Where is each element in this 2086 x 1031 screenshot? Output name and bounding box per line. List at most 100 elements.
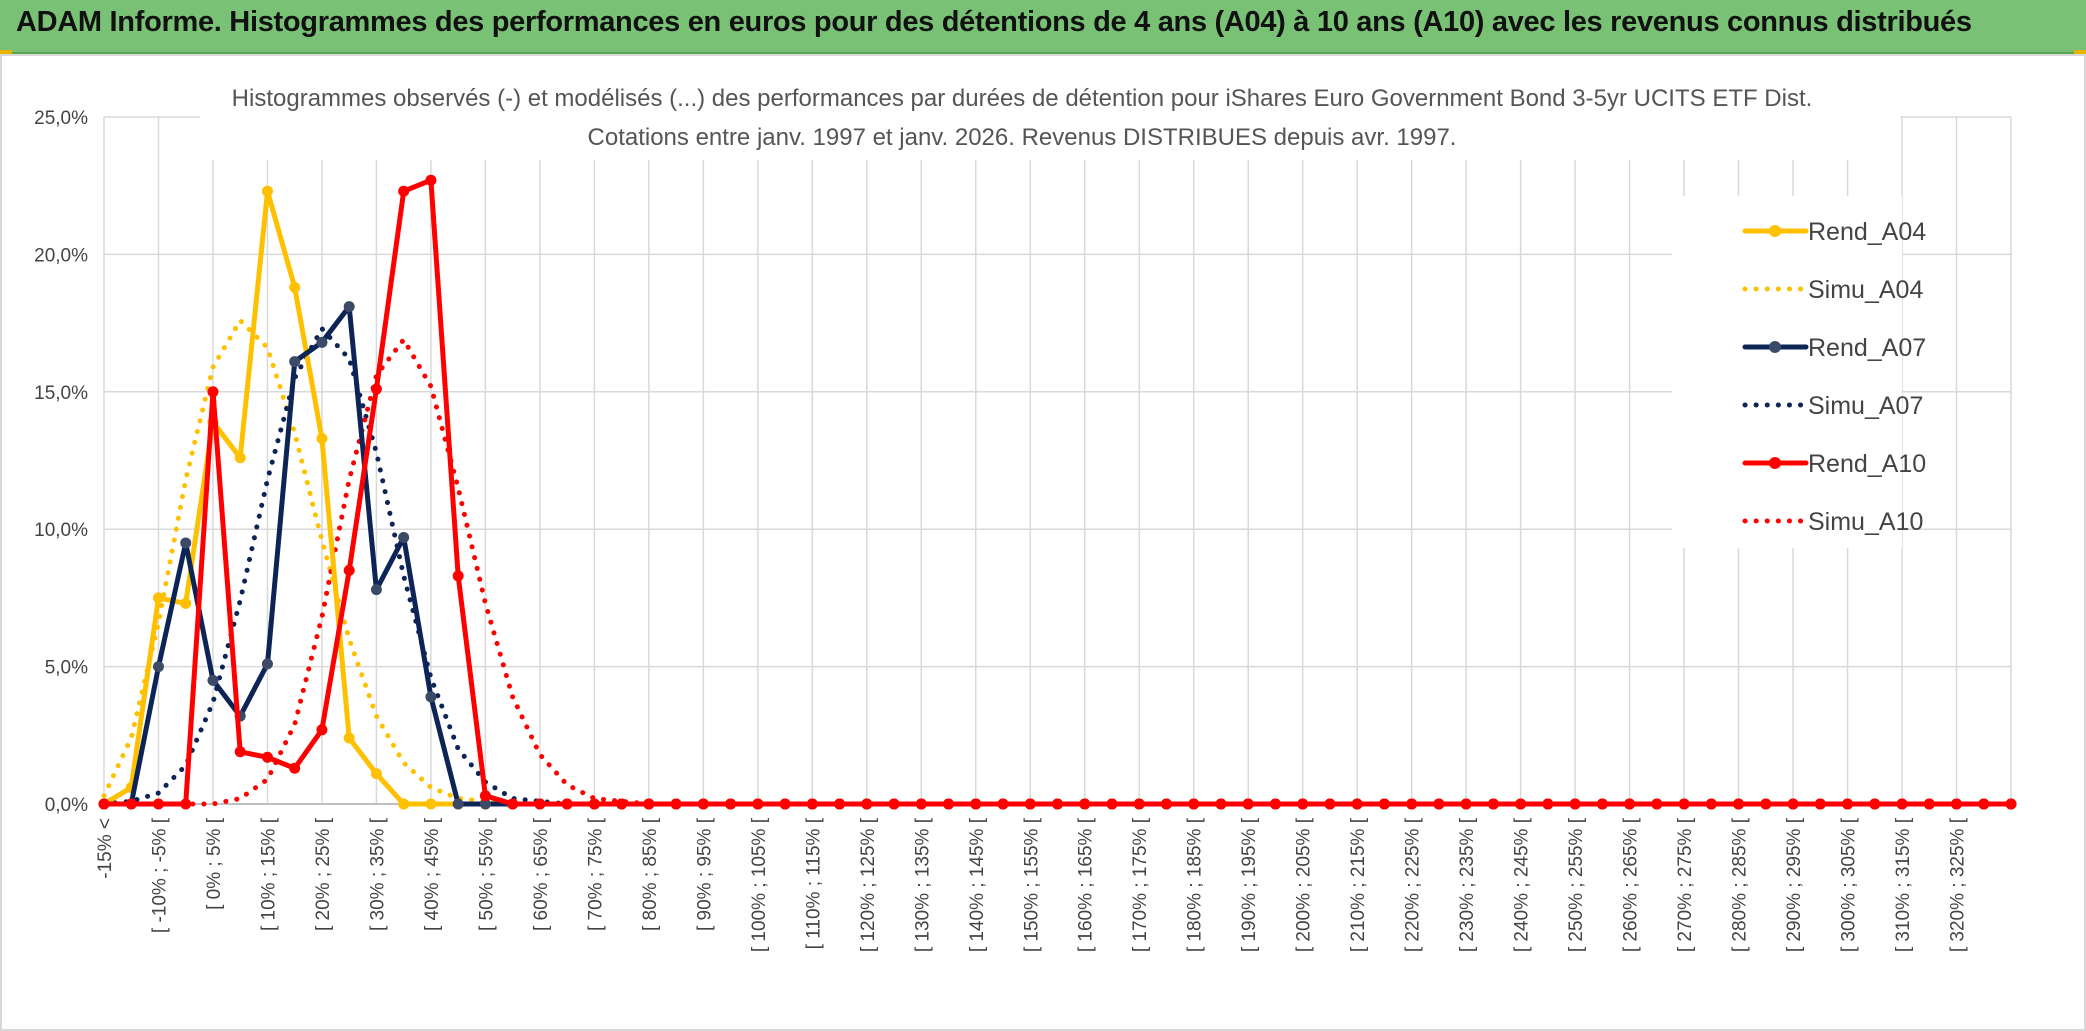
data-point: [207, 674, 219, 686]
x-tick-label: [ 260% ; 265% [: [1621, 817, 1642, 952]
x-tick-label: [ 320% ; 325% [: [1948, 817, 1969, 952]
report-title: ADAM Informe. Histogrammes des performan…: [16, 6, 1972, 38]
data-point: [1188, 798, 1200, 810]
data-point: [343, 732, 355, 744]
data-point: [1024, 798, 1036, 810]
x-tick-label: [ 0% ; 5% [: [204, 817, 225, 910]
legend-label: Simu_A07: [1808, 392, 1923, 420]
series-rend-a10: [98, 174, 2017, 810]
data-point: [1624, 798, 1636, 810]
x-tick-label: [ 10% ; 15% [: [258, 817, 279, 931]
y-axis: 0,0% 5,0% 10,0% 15,0% 20,0% 25,0%: [34, 108, 88, 816]
x-tick-label: [ 120% ; 125% [: [858, 817, 879, 952]
x-tick-label: [ 80% ; 85% [: [640, 817, 661, 931]
series-lines: [98, 174, 2017, 810]
x-tick-label: [ 180% ; 185% [: [1185, 817, 1206, 952]
data-point: [452, 570, 464, 582]
legend-label: Rend_A04: [1808, 218, 1926, 246]
data-point: [289, 356, 301, 368]
legend-item-simu-a10: Simu_A10: [1742, 508, 1923, 536]
legend-item-simu-a07: Simu_A07: [1742, 392, 1923, 420]
data-point: [1705, 798, 1717, 810]
banner-corner-right: [2074, 50, 2086, 56]
legend-label: Rend_A10: [1808, 450, 1926, 478]
data-point: [1160, 798, 1172, 810]
x-tick-label: [ 170% ; 175% [: [1130, 817, 1151, 952]
legend-marker: [1769, 341, 1781, 353]
x-axis: -15% < [ -10% ; -5% [[ 0% ; 5% [[ 10% ; 1…: [95, 803, 2011, 952]
data-point: [152, 798, 164, 810]
legend-label: Rend_A07: [1808, 334, 1926, 362]
data-point: [943, 798, 955, 810]
data-point: [425, 691, 437, 703]
x-tick-label: [ 220% ; 225% [: [1403, 817, 1424, 952]
x-tick-label: [ 130% ; 135% [: [912, 817, 933, 952]
y-tick-label: 10,0%: [34, 520, 88, 541]
data-point: [289, 281, 301, 293]
data-point: [316, 433, 328, 445]
data-point: [152, 661, 164, 673]
title-background: [200, 78, 1900, 160]
data-point: [316, 336, 328, 348]
x-tick-label: [ 30% ; 35% [: [367, 817, 388, 931]
x-tick-label: [ 290% ; 295% [: [1784, 817, 1805, 952]
data-point: [697, 798, 709, 810]
banner-corner-left: [0, 50, 12, 56]
legend-item-simu-a04: Simu_A04: [1742, 276, 1923, 304]
data-point: [1324, 798, 1336, 810]
data-point: [1079, 798, 1091, 810]
data-point: [425, 174, 437, 186]
data-point: [125, 798, 137, 810]
x-tick-label: [ 40% ; 45% [: [422, 817, 443, 931]
data-point: [1733, 798, 1745, 810]
data-point: [888, 798, 900, 810]
data-point: [507, 798, 519, 810]
data-point: [180, 537, 192, 549]
data-point: [1651, 798, 1663, 810]
data-point: [725, 798, 737, 810]
x-tick-label: [ 190% ; 195% [: [1239, 817, 1260, 952]
data-point: [1242, 798, 1254, 810]
data-point: [370, 584, 382, 596]
data-point: [970, 798, 982, 810]
data-point: [1515, 798, 1527, 810]
legend-label: Simu_A04: [1808, 276, 1923, 304]
data-point: [1433, 798, 1445, 810]
data-point: [588, 798, 600, 810]
x-tick-label: [ 110% ; 115% [: [803, 817, 824, 949]
y-tick-label: 25,0%: [34, 108, 88, 129]
legend-item-rend-a07: Rend_A07: [1742, 334, 1926, 362]
x-tick-label: [ 140% ; 145% [: [967, 817, 988, 952]
data-point: [180, 798, 192, 810]
legend-item-rend-a04: Rend_A04: [1742, 218, 1926, 246]
data-point: [643, 798, 655, 810]
data-point: [1487, 798, 1499, 810]
data-point: [1351, 798, 1363, 810]
data-point: [1842, 798, 1854, 810]
data-point: [1978, 798, 1990, 810]
data-point: [1869, 798, 1881, 810]
data-point: [1297, 798, 1309, 810]
data-point: [1787, 798, 1799, 810]
data-point: [534, 798, 546, 810]
data-point: [398, 185, 410, 197]
x-tick-label: [ 160% ; 165% [: [1076, 817, 1097, 952]
data-point: [1542, 798, 1554, 810]
data-point: [289, 762, 301, 774]
data-point: [1951, 798, 1963, 810]
data-point: [1569, 798, 1581, 810]
x-tick-label: [ 250% ; 255% [: [1566, 817, 1587, 952]
data-point: [670, 798, 682, 810]
data-point: [207, 386, 219, 398]
legend-label: Simu_A10: [1808, 508, 1923, 536]
legend-background: [1672, 196, 1902, 548]
data-point: [1052, 798, 1063, 810]
data-point: [915, 798, 927, 810]
data-point: [316, 724, 328, 736]
data-point: [616, 798, 628, 810]
data-point: [98, 798, 110, 810]
x-tick-label: [ 300% ; 305% [: [1839, 817, 1860, 952]
data-point: [370, 768, 382, 780]
